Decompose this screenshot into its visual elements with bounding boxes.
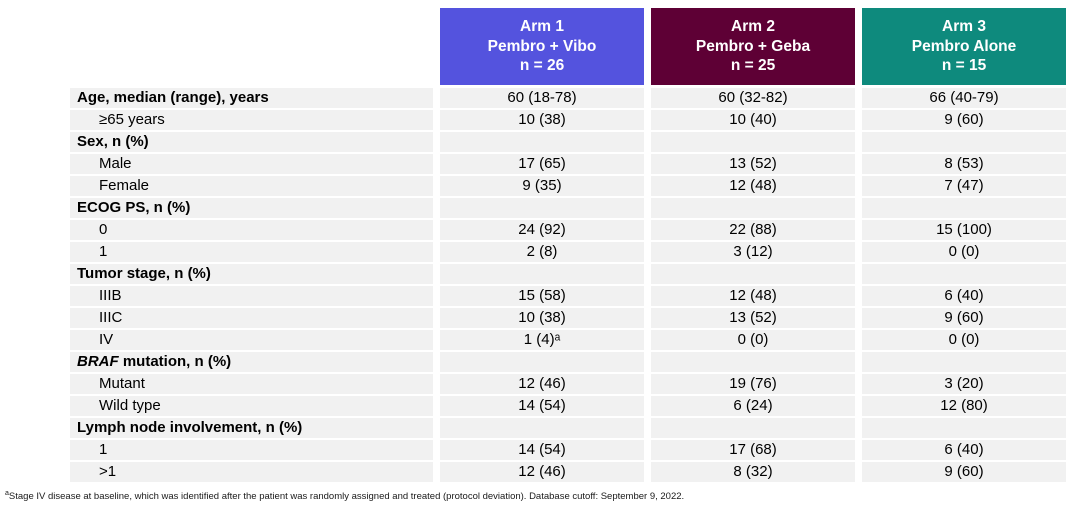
value-cell: 9 (35) (440, 176, 644, 196)
value-cell (651, 264, 855, 284)
value-cell (440, 198, 644, 218)
row-label: IIIC (70, 308, 433, 328)
arm-header-line-treatment: Pembro + Geba (695, 37, 811, 55)
baseline-characteristics-table: Arm 1 Pembro + Vibo n = 26 Arm 2 Pembro + Ge… (70, 8, 1066, 482)
footnote-text: Stage IV disease at baseline, which was … (8, 491, 685, 502)
arm-header-line-arm: Arm 3 (942, 18, 986, 36)
value-cell: 12 (48) (651, 176, 855, 196)
value-cell: 19 (76) (651, 374, 855, 394)
row-label: Tumor stage, n (%) (70, 264, 433, 284)
value-cell (651, 132, 855, 152)
value-cell: 13 (52) (651, 308, 855, 328)
value-cell: 3 (20) (862, 374, 1066, 394)
row-label: ≥65 years (70, 110, 433, 130)
value-cell: 14 (54) (440, 440, 644, 460)
value-cell: 10 (38) (440, 110, 644, 130)
row-label: Sex, n (%) (70, 132, 433, 152)
row-label: Mutant (70, 374, 433, 394)
arm-header-line-treatment: Pembro Alone (911, 37, 1017, 55)
row-label: ECOG PS, n (%) (70, 198, 433, 218)
value-cell: 66 (40-79) (862, 88, 1066, 108)
value-cell: 6 (40) (862, 440, 1066, 460)
value-cell: 9 (60) (862, 462, 1066, 482)
value-cell (440, 418, 644, 438)
value-cell (440, 132, 644, 152)
row-label: 0 (70, 220, 433, 240)
value-cell: 10 (40) (651, 110, 855, 130)
value-cell (862, 352, 1066, 372)
value-cell: 10 (38) (440, 308, 644, 328)
arm-header-2: Arm 2 Pembro + Geba n = 25 (651, 8, 855, 85)
arm-header-line-n: n = 26 (519, 57, 565, 75)
value-cell: 8 (32) (651, 462, 855, 482)
value-cell: 15 (58) (440, 286, 644, 306)
value-cell (651, 198, 855, 218)
value-cell (862, 418, 1066, 438)
value-cell (862, 132, 1066, 152)
value-cell: 9 (60) (862, 308, 1066, 328)
row-label: 1 (70, 242, 433, 262)
arm-header-line-treatment: Pembro + Vibo (487, 37, 597, 55)
row-label: BRAF mutation, n (%) (70, 352, 433, 372)
value-cell: 0 (0) (862, 242, 1066, 262)
value-cell: 14 (54) (440, 396, 644, 416)
arm-header-line-n: n = 15 (941, 57, 987, 75)
row-label: IV (70, 330, 433, 350)
value-cell: 17 (65) (440, 154, 644, 174)
arm-header-line-n: n = 25 (730, 57, 776, 75)
arm-header-line-arm: Arm 1 (520, 18, 564, 36)
row-label: Wild type (70, 396, 433, 416)
row-label: IIIB (70, 286, 433, 306)
value-cell: 6 (40) (862, 286, 1066, 306)
value-cell (862, 198, 1066, 218)
footnote: aStage IV disease at baseline, which was… (5, 489, 685, 503)
row-label: 1 (70, 440, 433, 460)
value-cell: 0 (0) (862, 330, 1066, 350)
header-spacer (70, 8, 433, 85)
value-cell: 60 (32-82) (651, 88, 855, 108)
value-cell: 60 (18-78) (440, 88, 644, 108)
row-label: Male (70, 154, 433, 174)
row-label-italic: BRAF (77, 353, 119, 370)
arm-header-line-arm: Arm 2 (731, 18, 775, 36)
value-cell: 24 (92) (440, 220, 644, 240)
value-cell (862, 264, 1066, 284)
value-cell (440, 264, 644, 284)
value-cell: 12 (48) (651, 286, 855, 306)
arm-header-1: Arm 1 Pembro + Vibo n = 26 (440, 8, 644, 85)
value-cell: 9 (60) (862, 110, 1066, 130)
value-cell: 22 (88) (651, 220, 855, 240)
row-label: Lymph node involvement, n (%) (70, 418, 433, 438)
value-cell: 13 (52) (651, 154, 855, 174)
value-cell: 2 (8) (440, 242, 644, 262)
value-cell: 17 (68) (651, 440, 855, 460)
row-label: Female (70, 176, 433, 196)
value-cell (651, 418, 855, 438)
value-cell: 3 (12) (651, 242, 855, 262)
value-cell: 12 (80) (862, 396, 1066, 416)
value-cell: 6 (24) (651, 396, 855, 416)
value-cell: 15 (100) (862, 220, 1066, 240)
value-cell: 7 (47) (862, 176, 1066, 196)
value-cell (440, 352, 644, 372)
footnote-marker: a (5, 489, 9, 497)
value-cell: 12 (46) (440, 462, 644, 482)
row-label: >1 (70, 462, 433, 482)
arm-header-3: Arm 3 Pembro Alone n = 15 (862, 8, 1066, 85)
value-cell: 1 (4)ᵃ (440, 330, 644, 350)
row-label: Age, median (range), years (70, 88, 433, 108)
value-cell: 0 (0) (651, 330, 855, 350)
value-cell (651, 352, 855, 372)
value-cell: 12 (46) (440, 374, 644, 394)
value-cell: 8 (53) (862, 154, 1066, 174)
